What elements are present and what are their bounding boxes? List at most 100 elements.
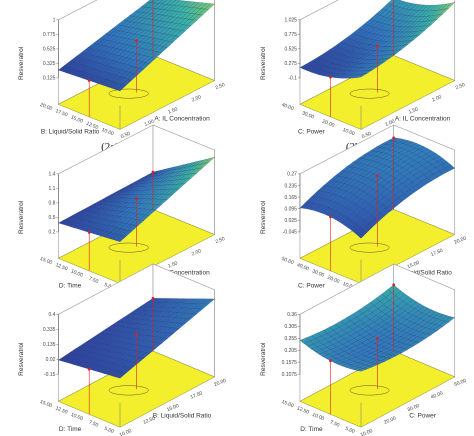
y-tick-label: 20.00 <box>326 275 340 285</box>
design-point <box>87 230 91 234</box>
x-tick-label: 17.50 <box>190 390 204 400</box>
y-tick-label: 15.00 <box>39 256 53 266</box>
x-tick-label: 12.50 <box>142 415 156 425</box>
z-axis-title: Resveratrol <box>260 342 267 376</box>
y-axis-title: B: Liquid/Solid Ratio <box>41 129 100 136</box>
x-tick-label: 10.00 <box>360 428 374 436</box>
y-tick-label: 17.50 <box>54 108 68 118</box>
z-tick-label: -0.1 <box>288 76 297 82</box>
z-tick-label: -0.045 <box>283 230 297 236</box>
floor-contour <box>349 242 390 253</box>
y-tick-label: 10.00 <box>311 412 325 422</box>
z-tick-label: 0.4 <box>48 312 55 318</box>
y-tick-label: 30.00 <box>311 268 325 278</box>
response-surface <box>58 157 215 242</box>
z-tick-label: 1.025 <box>284 18 297 24</box>
y-axis-title: D: Time <box>59 426 82 433</box>
z-tick-label: 0.525 <box>284 47 297 53</box>
y-tick-label: 10.00 <box>70 412 84 422</box>
z-tick-label: 0.775 <box>284 32 297 38</box>
design-point <box>375 174 379 178</box>
z-tick-label: 0.325 <box>43 61 56 67</box>
y-tick-label: 15.00 <box>70 114 84 124</box>
x-tick-label: 1.50 <box>408 106 419 115</box>
y-tick-label: 15.00 <box>39 399 53 409</box>
y-tick-label: 10.00 <box>101 127 115 137</box>
z-tick-label: 0.135 <box>43 342 56 348</box>
panel-2b: -0.1 0.275 0.525 0.775 1.025 Resveratrol 0.50 1… <box>260 0 466 140</box>
panel-2a: 0.125 0.325 0.525 0.775 1 Resveratrol 0.50 1.00… <box>18 0 226 140</box>
y-tick-label: 10.00 <box>342 281 356 291</box>
x-tick-label: 2.50 <box>215 82 226 91</box>
z-tick-label: 1.1 <box>48 186 55 192</box>
surface-cell <box>356 368 368 372</box>
y-tick-label: 50.00 <box>281 256 295 266</box>
y-axis-title: C: Power <box>298 129 326 136</box>
response-surface <box>299 284 455 372</box>
z-tick-label: 0.8 <box>48 201 55 207</box>
x-tick-label: 0.50 <box>361 131 372 140</box>
z-tick-label: 0.02 <box>46 357 56 363</box>
y-tick-label: 40.00 <box>281 102 295 112</box>
x-tick-label: 2.00 <box>431 94 442 103</box>
x-tick-label: 0.50 <box>120 131 131 140</box>
x-tick-label: 2.00 <box>191 94 202 103</box>
y-tick-label: 5.00 <box>103 426 114 435</box>
design-point <box>135 332 138 336</box>
panel-2d: -0.045 0.025 0.095 0.165 0.235 0.27 Resveratro… <box>260 124 467 295</box>
response-surface <box>58 298 215 379</box>
z-tick-label: 0.025 <box>284 218 297 224</box>
y-tick-label: 20.00 <box>321 119 335 129</box>
x-tick-label: 15.00 <box>407 260 421 270</box>
y-tick-label: 10.00 <box>342 127 356 137</box>
z-tick-label: 0.36 <box>287 312 297 318</box>
y-tick-label: 5.00 <box>344 426 355 435</box>
design-point <box>135 39 138 43</box>
y-tick-label: 10.00 <box>70 268 84 278</box>
y-tick-label: 7.50 <box>88 276 99 285</box>
design-point <box>329 359 332 363</box>
surface-cell <box>115 372 127 379</box>
floor-contour <box>108 88 149 99</box>
x-tick-label: 2.50 <box>455 82 466 91</box>
y-axis-title: D: Time <box>300 426 323 433</box>
y-tick-label: 12.50 <box>54 405 68 415</box>
z-tick-label: 0.305 <box>284 324 297 330</box>
design-point <box>392 283 396 287</box>
y-tick-label: 12.50 <box>85 121 99 131</box>
z-tick-label: -0.15 <box>44 372 56 378</box>
z-axis-title: Resveratrol <box>18 342 25 376</box>
z-tick-label: 0.775 <box>43 32 56 38</box>
x-tick-label: 2.50 <box>215 236 226 245</box>
x-tick-label: 17.50 <box>430 248 444 258</box>
panel-2c: 0.20.50.81.11.4Resveratrol0.501.001.502.… <box>18 124 226 294</box>
z-tick-label: 1.4 <box>48 172 55 178</box>
y-axis-title: D: Time <box>59 283 82 290</box>
x-tick-label: 20.00 <box>213 378 227 388</box>
design-point <box>87 367 91 371</box>
design-point <box>329 75 332 79</box>
y-tick-label: 7.50 <box>329 419 340 428</box>
x-tick-label: 1.50 <box>167 106 178 115</box>
z-axis-title: Resveratrol <box>260 200 267 234</box>
design-point <box>392 136 396 140</box>
z-axis-title: Resveratrol <box>260 46 267 80</box>
x-tick-label: 2.00 <box>191 248 202 257</box>
z-tick-label: 0.1075 <box>282 372 298 378</box>
z-tick-label: 0.165 <box>284 195 297 201</box>
x-tick-label: 30.00 <box>407 403 421 413</box>
z-tick-label: 0.335 <box>43 327 56 333</box>
z-axis-title: Resveratrol <box>18 200 25 234</box>
z-tick-label: 0.525 <box>43 47 56 53</box>
y-axis-title: C: Power <box>298 283 326 290</box>
x-axis-title: B: Liquid/Solid Ratio <box>153 413 212 420</box>
z-tick-label: 0.205 <box>284 348 297 354</box>
z-tick-label: 0.235 <box>284 183 297 189</box>
y-tick-label: 7.50 <box>88 419 99 428</box>
z-tick-label: 0.255 <box>284 336 297 342</box>
z-tick-label: 1 <box>53 18 56 24</box>
floor-contour <box>349 88 390 99</box>
x-tick-label: 50.00 <box>453 378 467 388</box>
